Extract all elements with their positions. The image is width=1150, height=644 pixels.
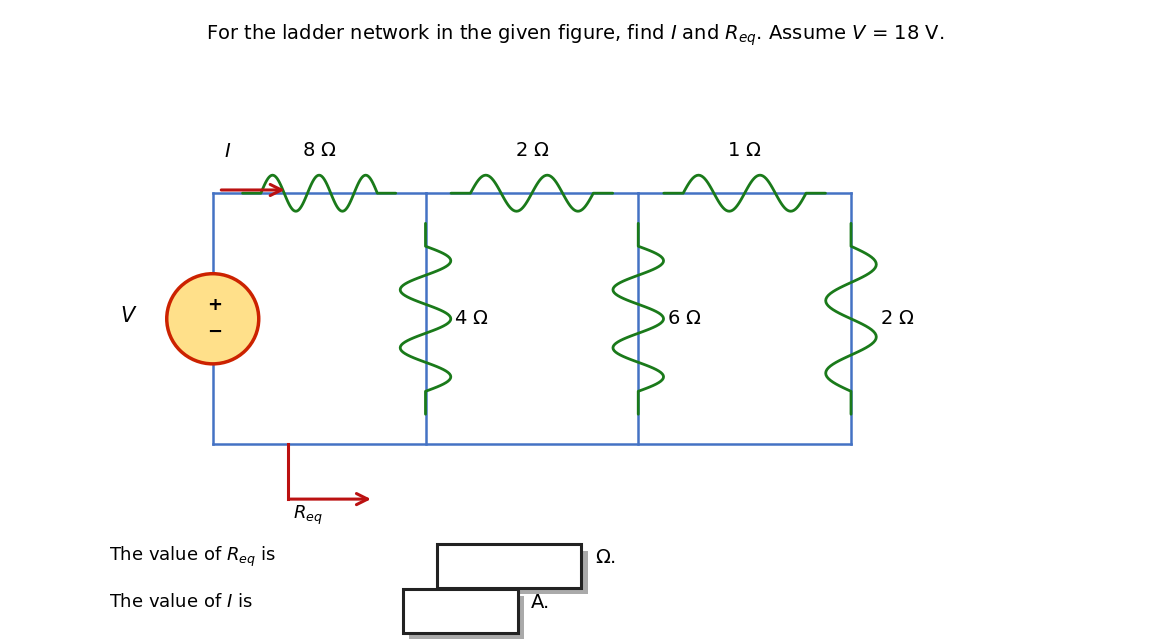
Text: 2 $\Omega$: 2 $\Omega$	[880, 309, 914, 328]
Text: A.: A.	[531, 592, 551, 612]
FancyBboxPatch shape	[409, 596, 524, 639]
Text: 8 $\Omega$: 8 $\Omega$	[301, 140, 337, 160]
Text: $R_{eq}$: $R_{eq}$	[293, 504, 323, 527]
FancyBboxPatch shape	[444, 551, 588, 594]
Text: For the ladder network in the given figure, find $I$ and $R_{eq}$. Assume $V$ = : For the ladder network in the given figu…	[206, 23, 944, 48]
Text: $\Omega$.: $\Omega$.	[595, 547, 615, 567]
Text: 2 $\Omega$: 2 $\Omega$	[514, 140, 550, 160]
Text: +: +	[207, 296, 223, 314]
FancyBboxPatch shape	[437, 544, 581, 588]
FancyBboxPatch shape	[402, 589, 518, 633]
Ellipse shape	[167, 274, 259, 364]
Text: The value of $R_{eq}$ is: The value of $R_{eq}$ is	[109, 545, 276, 569]
Text: 6 $\Omega$: 6 $\Omega$	[667, 309, 702, 328]
Text: $V$: $V$	[121, 305, 138, 326]
Text: $I$: $I$	[224, 142, 231, 161]
Text: 4 $\Omega$: 4 $\Omega$	[454, 309, 489, 328]
Text: The value of $I$ is: The value of $I$ is	[109, 593, 253, 611]
Text: 1 $\Omega$: 1 $\Omega$	[727, 140, 762, 160]
Text: −: −	[207, 323, 223, 341]
